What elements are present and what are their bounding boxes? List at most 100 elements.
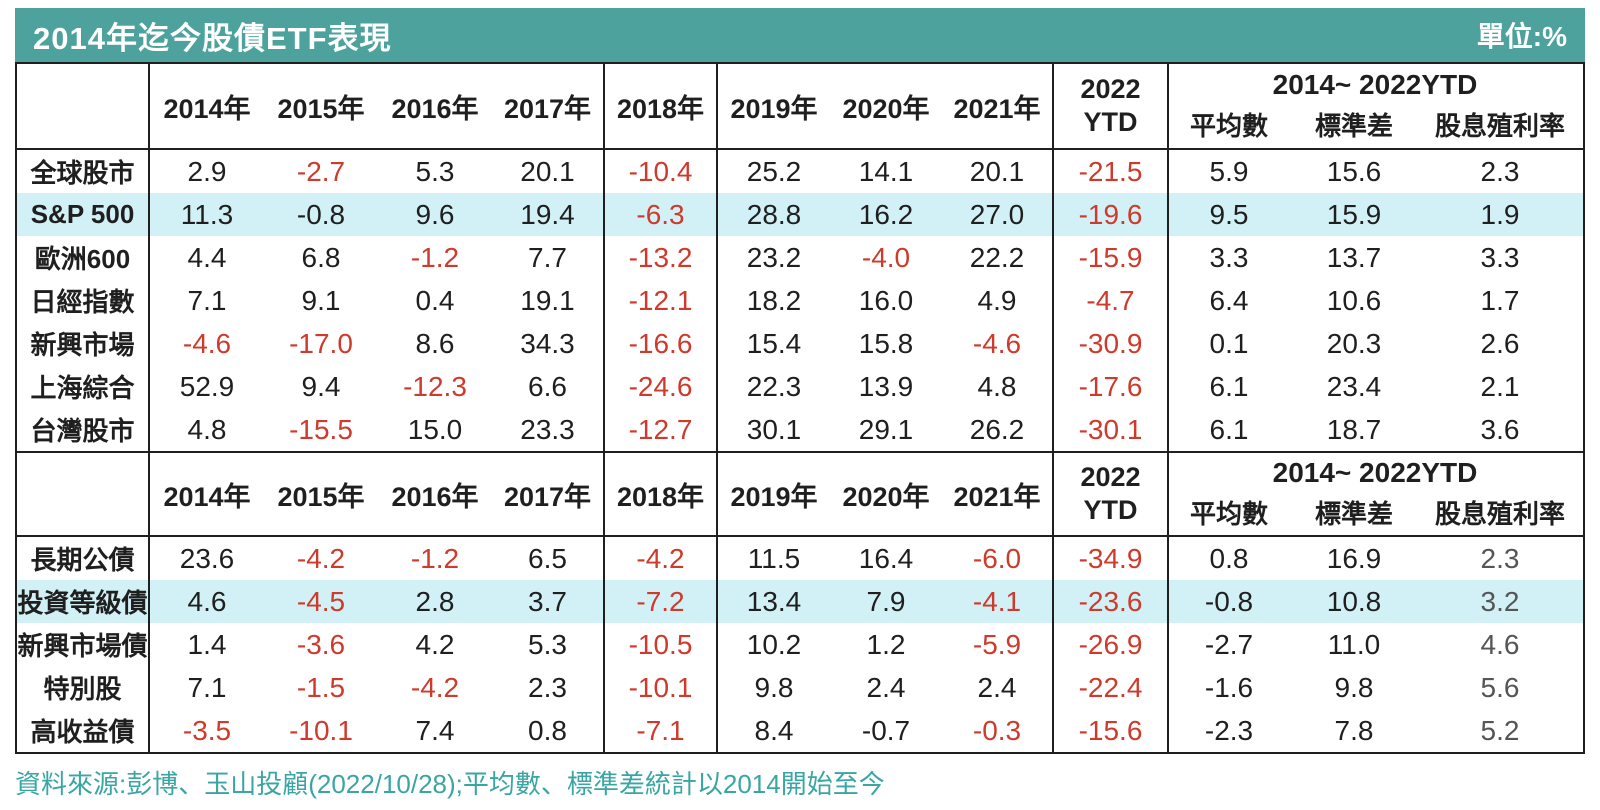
table-row: 新興市場 -4.6 -17.0 8.6 34.3 -16.6 15.4 15.8… xyxy=(17,322,1583,365)
cell: 8.4 xyxy=(754,714,794,746)
cell: -0.7 xyxy=(861,714,911,746)
cell: -17.6 xyxy=(1054,365,1169,408)
cell: 20.3 xyxy=(1326,327,1382,359)
column-header: 2019年 xyxy=(730,93,818,124)
column-header: 2016年 xyxy=(391,93,479,124)
column-header: 2014年 xyxy=(163,93,251,124)
cell: -3.5 xyxy=(182,714,232,746)
cell: -6.0 xyxy=(942,537,1054,580)
stat-header: 股息殖利率 xyxy=(1434,111,1565,141)
row-label: 台灣股市 xyxy=(17,408,150,451)
cell: 3.6 xyxy=(1480,413,1520,445)
column-header: 2018年 xyxy=(605,453,718,535)
cell: 11.3 xyxy=(180,198,234,230)
column-header: 2021年 xyxy=(942,453,1054,535)
cell: 4.6 xyxy=(187,585,227,617)
cell: 2.3 xyxy=(492,666,605,709)
cell: 25.2 xyxy=(746,155,802,187)
cell: 29.1 xyxy=(858,413,914,445)
row-label: 歐洲600 xyxy=(17,236,150,279)
cell: 0.8 xyxy=(1209,542,1249,574)
row-label: 新興市場 xyxy=(17,322,150,365)
ytd-line1: 2022 xyxy=(1080,74,1141,104)
cell: 9.4 xyxy=(301,370,341,402)
table-header-row: 2014年 2015年 2016年 2017年 2018年 2019年 2020… xyxy=(17,451,1583,537)
cell: -1.2 xyxy=(410,241,460,273)
cell: -22.4 xyxy=(1054,666,1169,709)
table-row: 台灣股市 4.8 -15.5 15.0 23.3 -12.7 30.1 29.1… xyxy=(17,408,1583,451)
cell: 1.4 xyxy=(187,628,227,660)
unit-label: 單位:% xyxy=(1476,21,1567,52)
cell: 22.2 xyxy=(942,236,1054,279)
cell: 7.9 xyxy=(866,585,906,617)
cell: 10.2 xyxy=(746,628,802,660)
cell: 9.8 xyxy=(754,671,794,703)
column-header: 2020年 xyxy=(842,93,930,124)
ytd-line2: YTD xyxy=(1083,107,1138,137)
cell: 4.6 xyxy=(1480,628,1520,660)
cell: 13.7 xyxy=(1326,241,1382,273)
cell: 4.8 xyxy=(187,413,227,445)
cell: 6.5 xyxy=(492,537,605,580)
table-row: 全球股市 2.9 -2.7 5.3 20.1 -10.4 25.2 14.1 2… xyxy=(17,150,1583,193)
cell: 5.3 xyxy=(492,623,605,666)
cell: -10.5 xyxy=(605,623,718,666)
cell: 8.6 xyxy=(415,327,455,359)
cell: 18.2 xyxy=(746,284,802,316)
table-row: 投資等級債 4.6 -4.5 2.8 3.7 -7.2 13.4 7.9 -4.… xyxy=(17,580,1583,623)
cell: 6.6 xyxy=(492,365,605,408)
column-header-ytd: 2022 YTD xyxy=(1054,453,1169,535)
cell: 23.2 xyxy=(746,241,802,273)
cell: -3.6 xyxy=(296,628,346,660)
cell: -4.1 xyxy=(942,580,1054,623)
row-label: 長期公債 xyxy=(17,537,150,580)
cell: 6.1 xyxy=(1209,413,1249,445)
cell: -19.6 xyxy=(1054,193,1169,236)
cell: 6.1 xyxy=(1209,370,1249,402)
row-label: 上海綜合 xyxy=(17,365,150,408)
page-title: 2014年迄今股債ETF表現 xyxy=(33,20,392,56)
cell: -12.7 xyxy=(605,408,718,451)
cell: 2.3 xyxy=(1480,155,1520,187)
cell: 34.3 xyxy=(492,322,605,365)
cell: 28.8 xyxy=(746,198,802,230)
row-label: S&P 500 xyxy=(17,193,150,236)
stats-header-group: 2014~ 2022YTD 平均數 標準差 股息殖利率 xyxy=(1169,64,1581,148)
cell: 15.9 xyxy=(1326,198,1382,230)
cell: -17.0 xyxy=(289,327,353,359)
column-header: 2015年 xyxy=(277,481,365,512)
cell: -4.2 xyxy=(605,537,718,580)
cell: -15.5 xyxy=(289,413,353,445)
cell: -4.0 xyxy=(861,241,911,273)
table-row: S&P 500 11.3 -0.8 9.6 19.4 -6.3 28.8 16.… xyxy=(17,193,1583,236)
cell: 26.2 xyxy=(942,408,1054,451)
cell: 2.3 xyxy=(1480,542,1520,574)
column-header: 2017年 xyxy=(492,64,605,148)
cell: 20.1 xyxy=(942,150,1054,193)
stats-range-label: 2014~ 2022YTD xyxy=(1272,69,1478,100)
cell: 1.9 xyxy=(1480,198,1520,230)
table-header-row: 2014年 2015年 2016年 2017年 2018年 2019年 2020… xyxy=(17,64,1583,150)
cell: 15.8 xyxy=(858,327,914,359)
cell: 10.8 xyxy=(1326,585,1382,617)
cell: 18.7 xyxy=(1326,413,1382,445)
cell: 22.3 xyxy=(746,370,802,402)
column-header: 2014年 xyxy=(163,481,251,512)
cell: 4.9 xyxy=(942,279,1054,322)
cell: -34.9 xyxy=(1054,537,1169,580)
cell: -10.4 xyxy=(605,150,718,193)
column-header-ytd: 2022 YTD xyxy=(1054,64,1169,148)
cell: 9.8 xyxy=(1334,671,1374,703)
row-label: 新興市場債 xyxy=(17,623,150,666)
stat-header: 標準差 xyxy=(1314,498,1393,529)
stats-header-group: 2014~ 2022YTD 平均數 標準差 股息殖利率 xyxy=(1169,453,1581,535)
cell: 19.4 xyxy=(492,193,605,236)
cell: 2.4 xyxy=(866,671,906,703)
cell: 4.4 xyxy=(187,241,227,273)
cell: 9.1 xyxy=(301,284,341,316)
cell: -26.9 xyxy=(1054,623,1169,666)
cell: 14.1 xyxy=(858,155,914,187)
etf-performance-table: 2014年 2015年 2016年 2017年 2018年 2019年 2020… xyxy=(15,62,1585,754)
table-row: 上海綜合 52.9 9.4 -12.3 6.6 -24.6 22.3 13.9 … xyxy=(17,365,1583,408)
cell: 1.7 xyxy=(1480,284,1520,316)
